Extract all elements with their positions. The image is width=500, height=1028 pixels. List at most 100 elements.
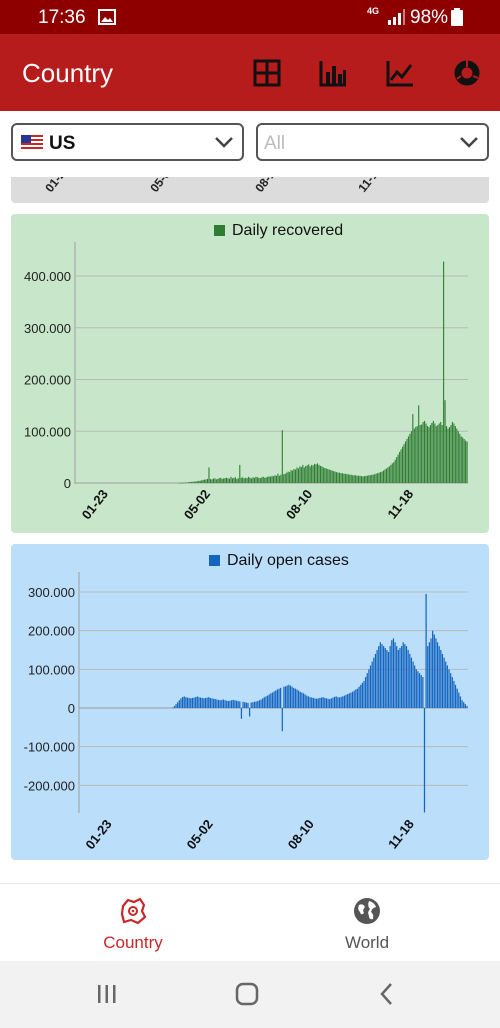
bar — [420, 675, 422, 708]
bar — [336, 472, 338, 483]
bar — [353, 690, 355, 708]
bar — [450, 673, 452, 708]
bar — [414, 665, 416, 708]
bar — [448, 427, 451, 483]
bar — [454, 684, 457, 708]
bar — [396, 646, 398, 708]
bar — [445, 661, 447, 708]
donut-chart-icon[interactable] — [452, 58, 482, 88]
bar — [296, 467, 298, 483]
bar — [462, 437, 464, 483]
y-tick-label: 300.000 — [24, 321, 71, 336]
bar — [288, 684, 290, 708]
bar — [227, 701, 229, 708]
bar — [276, 689, 278, 708]
bar — [181, 697, 184, 708]
previous-chart-card: 01-23 05-02 08-10 11-18 — [11, 177, 489, 203]
bar — [204, 697, 207, 708]
bar — [459, 433, 461, 483]
bar — [378, 472, 380, 483]
bar — [332, 697, 334, 708]
bottom-navigation: Country World — [0, 883, 500, 962]
nav-world-label: World — [344, 933, 390, 952]
bar — [432, 630, 434, 708]
bar — [252, 702, 254, 708]
bar — [247, 702, 249, 708]
bar — [380, 472, 382, 483]
bar — [183, 482, 185, 484]
bar — [406, 439, 408, 483]
open-cases-chart: Daily open cases 300.000 200.000 100.000 0 -… — [24, 552, 468, 852]
bar — [409, 433, 411, 483]
bar — [224, 700, 226, 708]
region-select[interactable]: All — [256, 123, 489, 161]
nav-country[interactable]: Country — [8, 884, 258, 962]
bar — [440, 421, 442, 483]
bar — [430, 638, 432, 708]
bar — [195, 697, 197, 708]
bar — [296, 689, 298, 708]
x-tick-label: 11-18 — [384, 487, 416, 522]
y-tick-label: 400.000 — [24, 269, 71, 284]
bar — [209, 697, 211, 708]
bar — [461, 700, 463, 708]
bar — [315, 464, 317, 483]
bar — [222, 699, 225, 708]
bar — [277, 473, 279, 483]
bar — [317, 698, 319, 708]
recent-apps-icon[interactable] — [92, 979, 122, 1009]
bar — [400, 449, 402, 483]
bar — [338, 472, 341, 483]
bar — [297, 468, 299, 483]
bar — [372, 474, 374, 483]
bar — [190, 698, 192, 708]
bar — [340, 473, 342, 483]
bar — [206, 478, 209, 483]
bar — [366, 475, 368, 483]
bar — [314, 463, 316, 483]
bar — [453, 680, 455, 708]
bar — [294, 469, 297, 483]
bar — [290, 470, 292, 483]
bar — [198, 697, 200, 708]
bar — [410, 431, 412, 483]
home-icon[interactable] — [232, 979, 262, 1009]
bar — [453, 423, 455, 483]
bar — [371, 474, 373, 483]
bar — [333, 696, 336, 708]
bar — [337, 697, 339, 708]
table-icon[interactable] — [252, 58, 282, 88]
back-icon[interactable] — [372, 979, 402, 1009]
bar — [438, 423, 440, 483]
bar — [385, 468, 387, 483]
bar — [294, 688, 296, 708]
country-select[interactable]: US — [11, 123, 244, 161]
bar — [278, 688, 280, 708]
charts-scroll-area[interactable]: 01-23 05-02 08-10 11-18 Daily recovered … — [0, 177, 500, 883]
bar-chart-icon[interactable] — [318, 58, 348, 88]
bar — [192, 481, 194, 483]
previous-x-tick-2: 08-10 — [252, 177, 282, 195]
bar — [215, 479, 217, 483]
bar — [272, 476, 275, 483]
bar — [353, 475, 355, 483]
bar — [435, 426, 437, 483]
bar — [243, 478, 245, 483]
bar — [203, 698, 205, 708]
bar — [327, 698, 329, 708]
bar — [333, 471, 335, 483]
bar — [280, 687, 282, 708]
bar — [419, 425, 421, 483]
bar — [179, 482, 181, 484]
bar — [388, 466, 390, 483]
bar — [261, 477, 263, 483]
bar — [347, 474, 349, 483]
bar — [256, 477, 258, 483]
bar — [278, 475, 280, 483]
nav-world[interactable]: World — [242, 884, 492, 962]
bar — [404, 441, 407, 483]
bar — [363, 476, 365, 483]
line-chart-icon[interactable] — [385, 58, 415, 88]
bar — [209, 479, 212, 483]
bar — [378, 646, 380, 708]
